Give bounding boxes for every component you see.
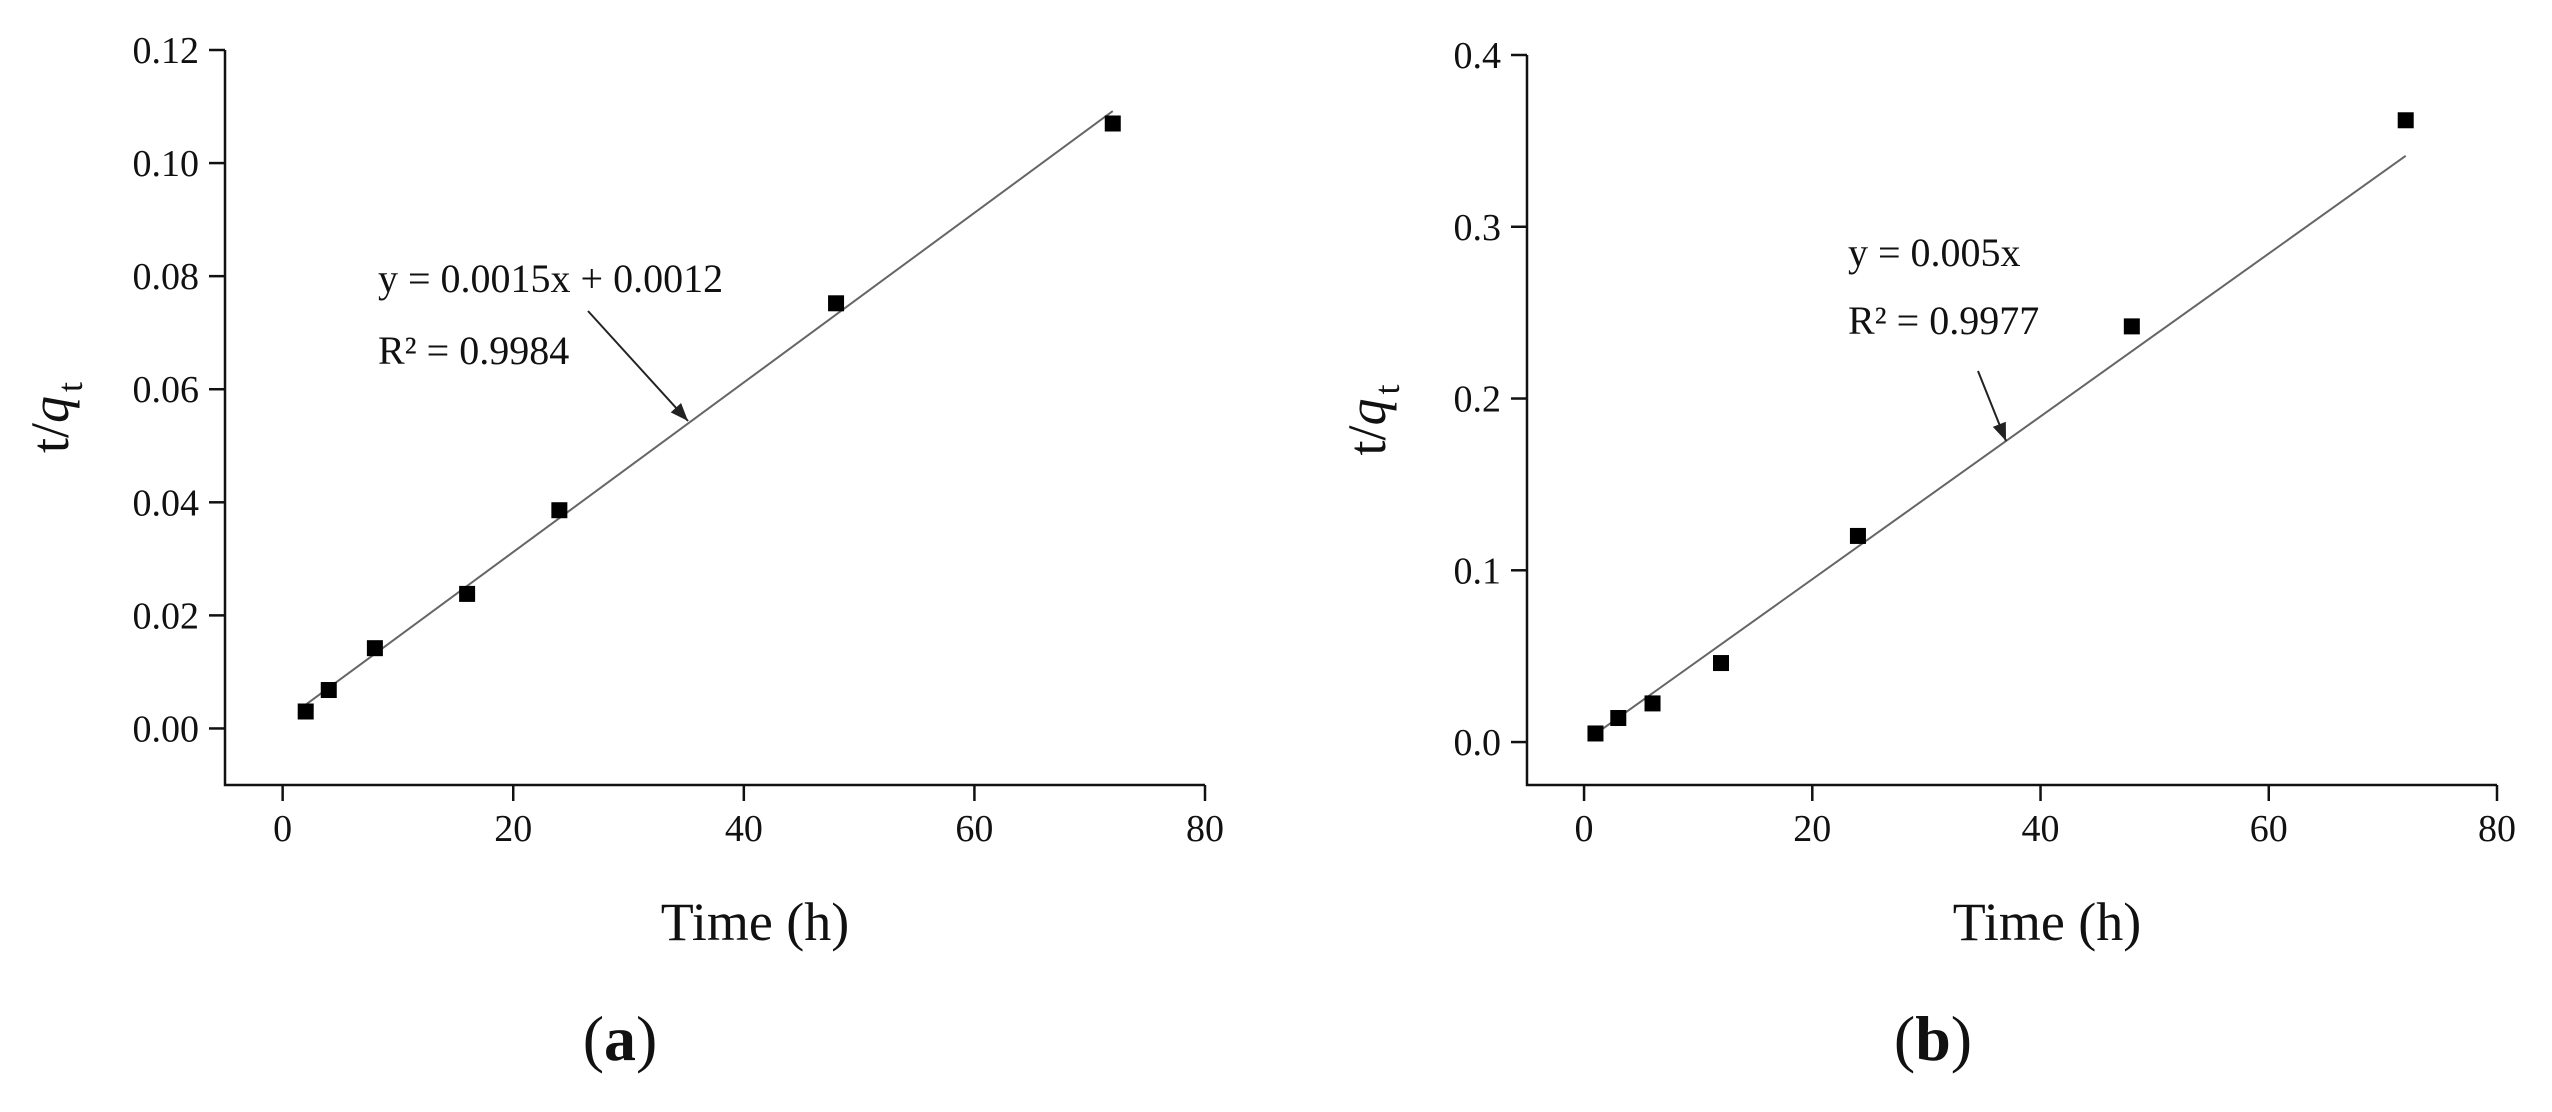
data-point [1610,710,1627,727]
axes-frame [1525,55,2497,787]
fit-equation: y = 0.005x [1848,230,2021,275]
data-point [459,585,476,602]
data-point [1104,115,1121,132]
x-tick-label: 40 [2022,808,2060,850]
panel-label-open: ( [583,1003,604,1074]
y-axis-title: t/qt [20,382,90,453]
y-tick-label: 0.3 [1454,207,1502,249]
data-point [1849,527,1866,544]
y-tick-label: 0.02 [133,595,200,637]
x-tick-label: 80 [1186,808,1224,850]
data-point [828,295,845,312]
chart-panel-b: 0 20 40 60 80 0.0 0.1 0.2 0.3 0.4 y = 0.005x R² = 0… [1337,35,2516,1074]
data-point [551,502,568,519]
y-axis-title-variable: q [1337,399,1397,426]
y-tick-label: 0.2 [1454,379,1502,421]
x-tick-label: 60 [2250,808,2288,850]
data-point [2123,318,2140,335]
x-tick-label: 80 [2478,808,2516,850]
panel-label-open: ( [1894,1003,1915,1074]
y-tick-label: 0.1 [1454,550,1502,592]
y-axis-title-subscript: t [50,382,90,392]
y-axis-title: t/qt [1337,384,1407,455]
y-tick-label: 0.00 [133,708,200,750]
y-axis-title-main: t/ [1337,426,1397,456]
annotation-arrow-head [1992,421,2006,441]
annotation-arrow-line [587,310,689,422]
x-tick-label: 20 [494,808,532,850]
data-point [1587,725,1604,742]
annotation-arrow-head [670,402,688,421]
x-tick-label: 20 [1793,808,1831,850]
x-tick-label: 40 [725,808,763,850]
panel-label-close: ) [636,1003,657,1074]
r-squared-label: R² = 0.9977 [1848,298,2039,343]
x-tick-label: 0 [1575,808,1594,850]
chart-panel-a: 0 20 40 60 80 0.00 0.02 0.04 0.06 0.08 0.10 0.12 y =… [20,30,1224,1074]
x-tick-label: 0 [273,808,292,850]
y-tick-label: 0.0 [1454,722,1502,764]
x-axis-title: Time (h) [1953,892,2142,952]
data-point [1644,695,1661,712]
r-squared-label: R² = 0.9984 [378,328,569,373]
data-point [297,703,314,720]
fit-line [305,110,1114,706]
y-axis-title-main: t/ [20,423,80,453]
fit-line [1594,155,2407,735]
y-axis-title-variable: q [20,396,80,423]
fit-equation: y = 0.0015x + 0.0012 [378,256,723,301]
panel-label-letter: a [604,1003,636,1074]
data-point [1713,655,1729,672]
data-point [366,640,383,657]
data-point [2397,112,2414,129]
x-axis-title: Time (h) [661,892,850,952]
panel-label: (a) [583,1003,658,1074]
y-tick-label: 0.10 [133,143,200,185]
panel-label: (b) [1894,1003,1972,1074]
panel-label-close: ) [1951,1003,1972,1074]
y-tick-label: 0.06 [133,369,200,411]
y-axis-title-subscript: t [1367,384,1407,394]
x-tick-label: 60 [955,808,993,850]
data-point [320,682,337,699]
y-tick-label: 0.4 [1454,35,1502,77]
axes-frame [223,50,1205,787]
y-tick-label: 0.04 [133,482,200,524]
panel-label-letter: b [1915,1003,1951,1074]
y-tick-label: 0.12 [133,30,200,72]
y-tick-label: 0.08 [133,256,200,298]
